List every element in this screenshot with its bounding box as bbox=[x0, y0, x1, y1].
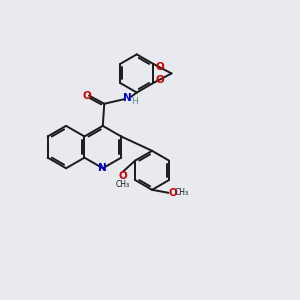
Text: CH₃: CH₃ bbox=[175, 188, 189, 197]
Text: CH₃: CH₃ bbox=[115, 180, 129, 189]
Text: N: N bbox=[123, 93, 132, 103]
Text: H: H bbox=[131, 97, 138, 106]
Text: N: N bbox=[98, 163, 107, 173]
Text: O: O bbox=[82, 91, 91, 100]
Text: O: O bbox=[118, 171, 127, 181]
Text: O: O bbox=[169, 188, 178, 198]
Text: O: O bbox=[155, 75, 164, 85]
Text: O: O bbox=[155, 62, 164, 72]
